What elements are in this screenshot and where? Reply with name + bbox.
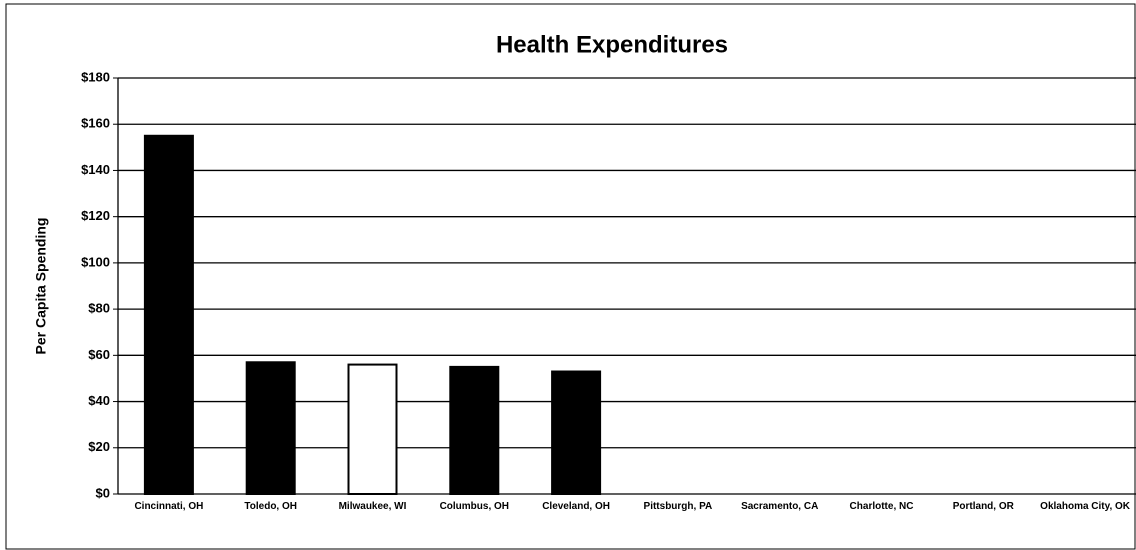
x-tick-label: Toledo, OH bbox=[244, 501, 297, 512]
x-tick-label: Cincinnati, OH bbox=[134, 501, 204, 512]
bar bbox=[245, 361, 296, 495]
x-tick-label: Oklahoma City, OK bbox=[1040, 501, 1131, 512]
y-tick-label: $80 bbox=[88, 301, 110, 316]
bar bbox=[449, 365, 500, 495]
y-tick-label: $100 bbox=[81, 254, 110, 269]
x-tick-label: Cleveland, OH bbox=[542, 501, 610, 512]
x-tick-label: Pittsburgh, PA bbox=[643, 501, 713, 512]
x-tick-label: Portland, OR bbox=[952, 501, 1014, 512]
chart-title: Health Expenditures bbox=[496, 31, 728, 58]
bar bbox=[143, 134, 194, 495]
y-tick-label: $180 bbox=[81, 69, 110, 84]
x-tick-label: Milwaukee, WI bbox=[338, 501, 407, 512]
y-tick-label: $0 bbox=[96, 485, 110, 500]
y-tick-label: $40 bbox=[88, 393, 110, 408]
chart-frame bbox=[5, 3, 1136, 550]
x-tick-label: Columbus, OH bbox=[439, 501, 510, 512]
y-tick-label: $120 bbox=[81, 208, 110, 223]
y-tick-label: $20 bbox=[88, 439, 110, 454]
y-tick-label: $160 bbox=[81, 116, 110, 131]
bar bbox=[347, 363, 398, 496]
x-tick-label: Sacramento, CA bbox=[741, 501, 819, 512]
y-axis-label: Per Capita Spending bbox=[33, 218, 49, 355]
y-tick-label: $140 bbox=[81, 162, 110, 177]
x-tick-label: Charlotte, NC bbox=[849, 501, 914, 512]
y-tick-label: $60 bbox=[88, 347, 110, 362]
bar bbox=[551, 370, 602, 495]
